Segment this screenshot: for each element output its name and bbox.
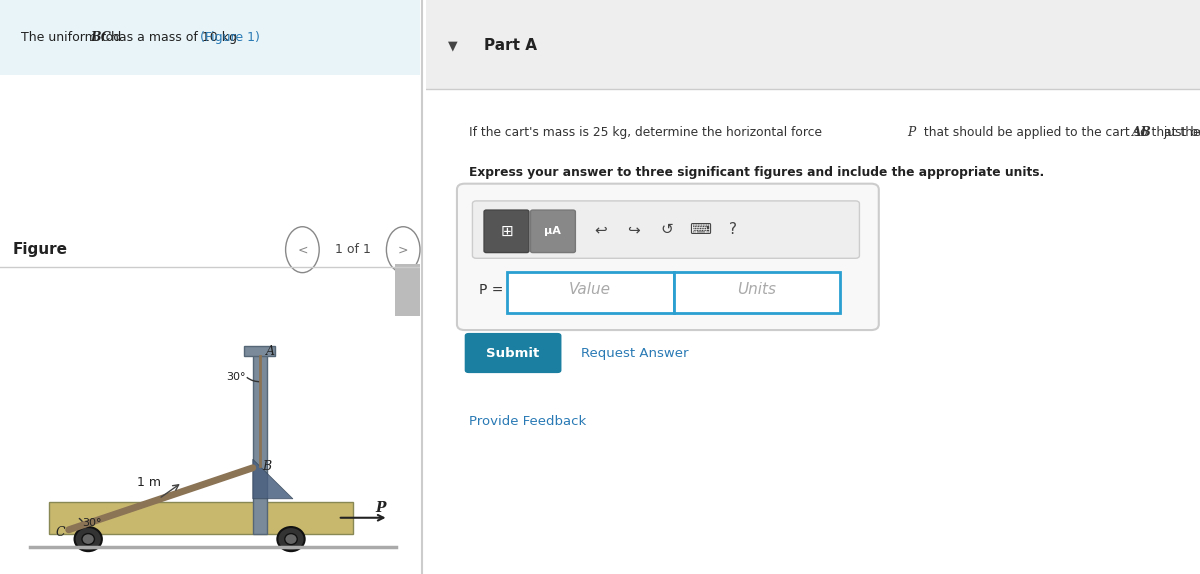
Text: Submit: Submit: [486, 347, 539, 359]
Text: Figure: Figure: [12, 242, 67, 257]
Text: A: A: [266, 345, 275, 358]
Circle shape: [74, 527, 102, 551]
FancyBboxPatch shape: [49, 502, 354, 534]
Text: P =: P =: [479, 283, 503, 297]
Circle shape: [284, 534, 298, 545]
Text: 1 m: 1 m: [137, 476, 161, 489]
Text: Request Answer: Request Answer: [581, 347, 689, 359]
Text: ⊞: ⊞: [500, 224, 512, 239]
Text: (Figure 1): (Figure 1): [199, 31, 259, 44]
FancyBboxPatch shape: [253, 348, 266, 534]
Text: 1 of 1: 1 of 1: [335, 243, 371, 256]
Circle shape: [82, 534, 95, 545]
FancyBboxPatch shape: [245, 346, 276, 356]
Text: BC: BC: [90, 31, 112, 44]
Text: ↪: ↪: [628, 222, 640, 237]
Polygon shape: [253, 459, 293, 499]
FancyBboxPatch shape: [530, 210, 575, 253]
Text: >: >: [398, 243, 408, 256]
Text: B: B: [262, 460, 271, 472]
Text: C: C: [55, 526, 65, 539]
Text: Provide Feedback: Provide Feedback: [468, 416, 586, 428]
FancyBboxPatch shape: [508, 272, 673, 313]
Text: just becomes slack.: just becomes slack.: [1159, 126, 1200, 138]
FancyBboxPatch shape: [395, 264, 420, 316]
Text: Value: Value: [569, 282, 611, 297]
Text: ↩: ↩: [594, 222, 606, 237]
Text: Units: Units: [737, 282, 776, 297]
FancyBboxPatch shape: [484, 210, 529, 253]
FancyBboxPatch shape: [473, 201, 859, 258]
Text: μA: μA: [545, 226, 562, 236]
Text: The uniform rod: The uniform rod: [22, 31, 125, 44]
Text: that should be applied to the cart so that the cord: that should be applied to the cart so th…: [920, 126, 1200, 138]
Text: Express your answer to three significant figures and include the appropriate uni: Express your answer to three significant…: [468, 166, 1044, 179]
Text: ▼: ▼: [449, 40, 458, 52]
Circle shape: [277, 527, 305, 551]
FancyBboxPatch shape: [426, 0, 1200, 89]
Text: 30°: 30°: [83, 518, 102, 528]
Text: 30°: 30°: [227, 372, 246, 382]
FancyBboxPatch shape: [673, 272, 840, 313]
Text: P: P: [907, 126, 916, 138]
Text: ⌨: ⌨: [689, 222, 710, 237]
Text: ↺: ↺: [660, 222, 673, 237]
Text: Part A: Part A: [484, 38, 538, 53]
Text: ?: ?: [730, 222, 737, 237]
FancyBboxPatch shape: [0, 0, 420, 75]
Text: AB: AB: [1132, 126, 1152, 138]
FancyBboxPatch shape: [457, 184, 878, 330]
Text: If the cart's mass is 25 kg, determine the horizontal force: If the cart's mass is 25 kg, determine t…: [468, 126, 826, 138]
Text: P: P: [376, 501, 386, 515]
Text: has a mass of 10 kg.: has a mass of 10 kg.: [107, 31, 245, 44]
Text: <: <: [298, 243, 307, 256]
FancyBboxPatch shape: [464, 333, 562, 373]
